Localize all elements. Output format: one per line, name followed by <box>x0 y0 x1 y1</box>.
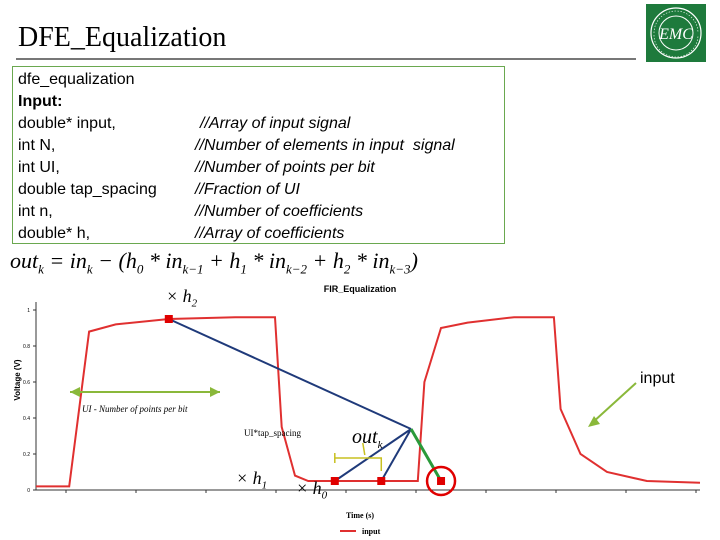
tap-spacing-bracket <box>334 453 383 471</box>
h2-tap-line <box>168 318 412 430</box>
y-axis-label: Voltage (V) <box>13 359 22 401</box>
emc-logo: EMC <box>646 4 706 62</box>
param-decl: double* h, <box>18 225 91 242</box>
y-tick-label: 1 <box>27 308 30 314</box>
series-input-line <box>36 316 701 488</box>
legend-entry: input <box>362 527 381 536</box>
h0-tap-line <box>380 428 412 482</box>
param-comment: //Number of points per bit <box>195 159 375 176</box>
code-block: dfe_equalization Input: double* input, //… <box>12 66 505 244</box>
slide-title: DFE_Equalization <box>18 22 227 53</box>
title-divider <box>16 58 636 60</box>
h2-annotation: × h2 <box>166 286 198 310</box>
param-comment: //Array of input signal <box>200 115 351 132</box>
tap-spacing-pointer <box>362 442 366 456</box>
ui-arrow-left-head <box>70 387 80 397</box>
chart-title: FIR_Equalization <box>324 284 397 294</box>
equalization-formula: outk = ink − (h0 * ink−1 + h1 * ink−2 + … <box>10 248 418 277</box>
param-decl: int N, <box>18 137 56 154</box>
param-decl: int n, <box>18 203 53 220</box>
y-tick-label: 0.6 <box>23 380 30 386</box>
output-highlight-circle <box>425 465 457 497</box>
input-arrow-head <box>588 416 600 427</box>
h1-annotation: × h1 <box>236 468 268 492</box>
ui-arrow-right-head <box>210 387 220 397</box>
h0-annotation: × h0 <box>296 478 328 502</box>
out-annotation: outk <box>352 426 383 451</box>
input-label: Input: <box>18 93 63 110</box>
fir-equalization-chart: FIR_Equalization 0 0.2 0.4 0.6 0.8 1 Time (s)… <box>13 284 701 536</box>
ui-annotation: UI - Number of points per bit <box>82 404 188 414</box>
param-comment: //Fraction of UI <box>195 181 300 198</box>
input-pointer-arrow <box>591 382 637 424</box>
y-tick-label: 0.2 <box>23 452 30 458</box>
y-tick-label: 0 <box>27 488 30 494</box>
param-comment: //Number of coefficients <box>195 203 364 220</box>
param-decl: double* input, <box>18 115 116 132</box>
function-name: dfe_equalization <box>18 71 135 88</box>
marker-out <box>437 477 446 485</box>
x-axis-label: Time (s) <box>346 511 374 520</box>
tap-spacing-annotation: UI*tap_spacing <box>244 428 301 438</box>
marker-h0 <box>377 477 386 485</box>
h1-tap-line <box>334 428 412 482</box>
param-comment: //Array of coefficients <box>195 225 345 242</box>
marker-h1 <box>330 477 339 485</box>
y-tick-label: 0.8 <box>23 344 30 350</box>
y-tick-label: 0.4 <box>23 416 30 422</box>
svg-text:EMC: EMC <box>658 26 693 43</box>
out-tap-line <box>409 428 443 482</box>
param-decl: double tap_spacing <box>18 181 157 198</box>
input-annotation: input <box>640 370 675 387</box>
param-decl: int UI, <box>18 159 60 176</box>
marker-h2 <box>164 315 173 323</box>
param-comment: //Number of elements in input signal <box>195 137 455 154</box>
